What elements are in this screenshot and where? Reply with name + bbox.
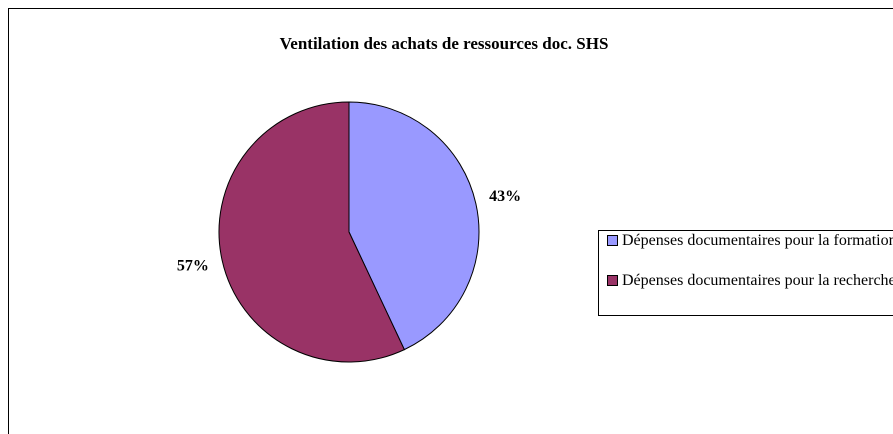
legend-label: Dépenses documentaires pour la formation xyxy=(622,232,893,249)
legend-swatch xyxy=(607,275,618,286)
legend-swatch xyxy=(607,235,618,246)
data-label: 43% xyxy=(489,188,521,205)
chart-title: Ventilation des achats de ressources doc… xyxy=(280,34,609,53)
legend-label: Dépenses documentaires pour la recherche xyxy=(622,272,893,289)
data-label: 57% xyxy=(177,258,209,275)
legend-box xyxy=(598,230,893,316)
pie-slice xyxy=(218,101,406,363)
pie-slice xyxy=(348,101,480,351)
